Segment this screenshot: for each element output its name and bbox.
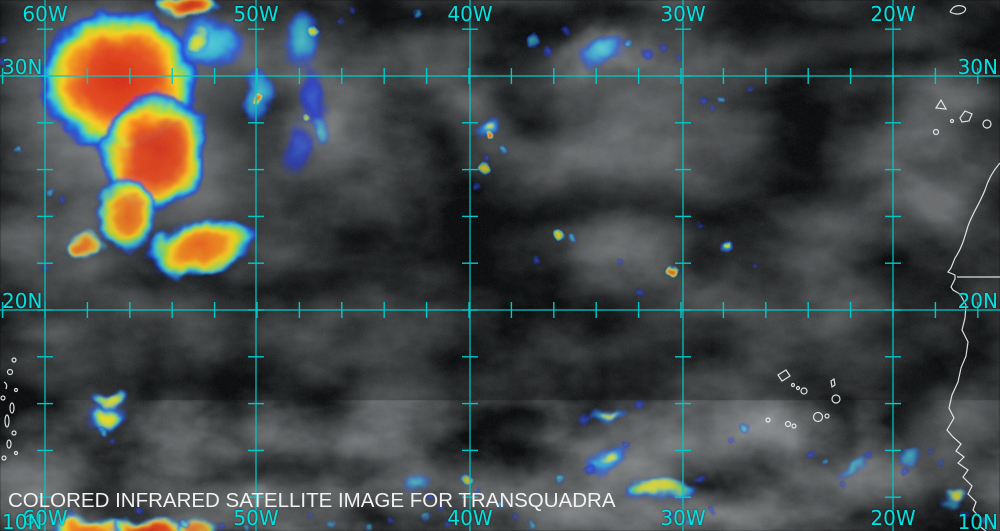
coastline-layer bbox=[0, 5, 1000, 531]
madeira-outline bbox=[949, 5, 967, 15]
canary-islands-outline bbox=[932, 98, 992, 136]
africa-coastline bbox=[946, 162, 1000, 531]
lesser-antilles-outline bbox=[0, 357, 19, 461]
cape-verde-islands-outline bbox=[765, 369, 841, 429]
